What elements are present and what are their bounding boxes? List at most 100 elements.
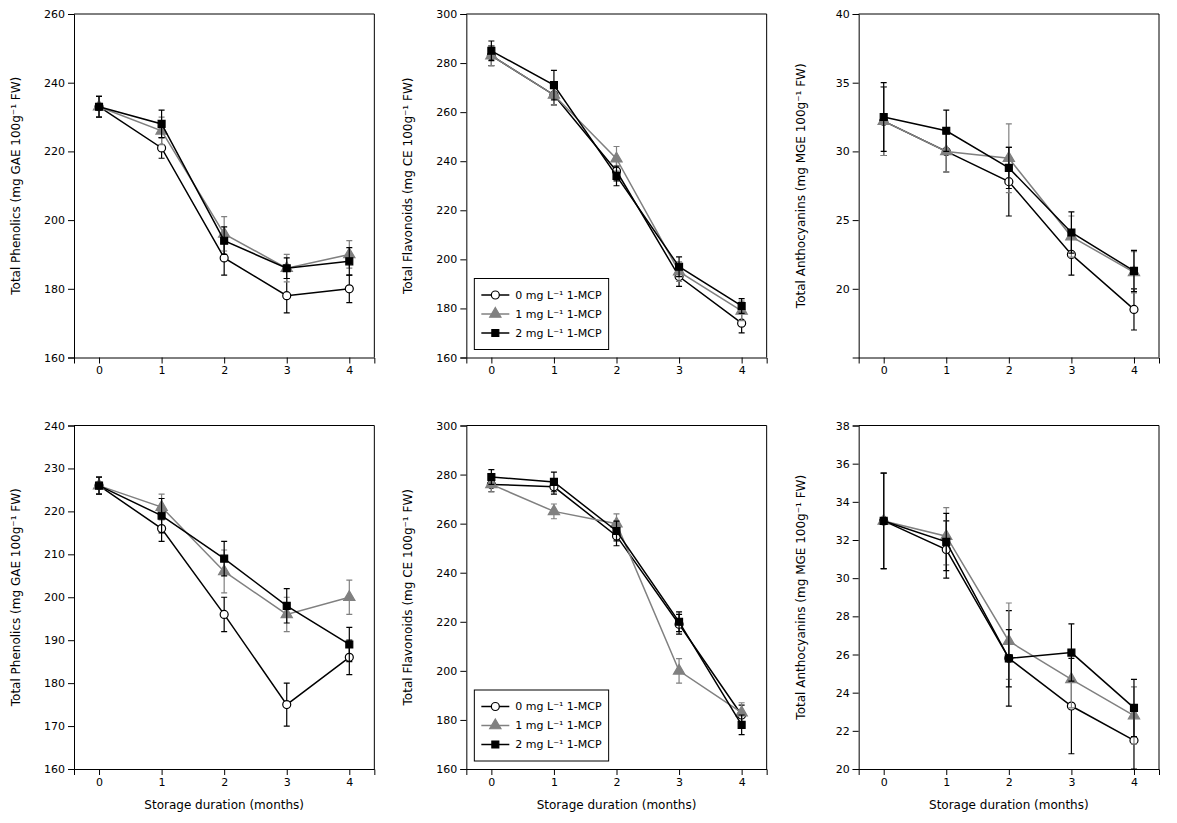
tick-mark (460, 475, 466, 476)
tick: 1 (159, 769, 166, 789)
tick-label: 1 (159, 364, 166, 377)
error-bar (1131, 679, 1137, 736)
tick-mark (679, 769, 680, 775)
tick: 4 (1131, 358, 1138, 378)
tick-mark (853, 14, 859, 15)
tick-label: 260 (44, 8, 65, 21)
series (880, 473, 1138, 769)
legend-marker (491, 291, 499, 299)
tick-mark (287, 358, 288, 364)
tick-label: 220 (436, 616, 457, 629)
tick: 24 (836, 687, 859, 700)
tick-mark (68, 468, 74, 469)
tick-mark (853, 655, 859, 656)
marker (613, 528, 620, 535)
tick: 4 (346, 769, 353, 789)
tick-mark (460, 358, 466, 359)
tick: 3 (1068, 358, 1075, 378)
tick-label: 1 (943, 776, 950, 789)
series-line (491, 477, 741, 725)
tick: 28 (836, 610, 859, 623)
tick-mark (617, 358, 618, 364)
tick: 2 (221, 769, 228, 789)
series-line (884, 521, 1134, 716)
tick: 30 (836, 145, 859, 158)
legend-frame (474, 279, 608, 350)
tick-label: 2 (1006, 364, 1013, 377)
error-bar (488, 470, 494, 485)
tick-label: 1 (159, 776, 166, 789)
tick-label: 35 (836, 77, 850, 90)
series (95, 477, 353, 726)
marker (283, 701, 291, 709)
tick-mark (491, 358, 492, 364)
series (487, 477, 745, 725)
error-bar (284, 254, 290, 281)
legend-entry: 0 mg L⁻¹ 1-MCP (481, 289, 602, 302)
tick-mark (853, 464, 859, 465)
error-bar (284, 278, 290, 312)
error-bar (614, 166, 620, 186)
tick-mark (349, 358, 350, 364)
error-bar (614, 521, 620, 541)
error-bar (676, 612, 682, 632)
series (96, 96, 353, 278)
marker (95, 103, 103, 111)
frame-line (74, 425, 374, 426)
y-axis-title: Total Anthocyanins (mg MGE 100g⁻¹ FW) (794, 475, 808, 721)
marker (158, 144, 166, 152)
tick: 160 (436, 352, 466, 365)
tick-label: 4 (1131, 364, 1138, 377)
tick-mark (853, 731, 859, 732)
tick-mark (68, 151, 74, 152)
tick: 2 (1006, 358, 1013, 378)
x-axis-title: Storage duration (months) (144, 798, 304, 812)
tick-label: 3 (284, 776, 291, 789)
marker (96, 482, 103, 489)
tick-label: 2 (221, 776, 228, 789)
tick-mark (853, 616, 859, 617)
tick-mark (68, 726, 74, 727)
y-axis-title: Total Phenolics (mg GAE 100g⁻¹ FW) (9, 77, 23, 296)
marker (95, 482, 103, 490)
tick-mark (742, 358, 743, 364)
tick: 22 (836, 725, 859, 738)
marker (880, 517, 887, 524)
tick: 200 (436, 253, 466, 266)
series (878, 87, 1140, 293)
error-bar (221, 541, 227, 575)
tick-mark (1134, 358, 1135, 364)
marker (550, 82, 557, 89)
series-line (884, 117, 1134, 271)
tick: 1 (159, 358, 166, 378)
error-bar (96, 96, 102, 117)
x-axis: 01234 (859, 358, 1159, 378)
tick-label: 1 (551, 364, 558, 377)
tick: 4 (739, 358, 746, 378)
tick-mark (68, 83, 74, 84)
tick: 160 (436, 763, 466, 776)
legend: 0 mg L⁻¹ 1-MCP1 mg L⁻¹ 1-MCP2 mg L⁻¹ 1-M… (474, 690, 608, 761)
frame-line (766, 426, 767, 770)
tick-label: 2 (1006, 776, 1013, 789)
x-axis-title: Storage duration (months) (929, 798, 1089, 812)
marker (1131, 704, 1138, 711)
panel: 01234160170180190200210220230240Total Ph… (9, 420, 375, 812)
marker (676, 263, 683, 270)
tick-mark (68, 640, 74, 641)
series-line (491, 484, 741, 712)
marker (346, 641, 353, 648)
tick: 300 (436, 8, 466, 21)
tick-mark (853, 151, 859, 152)
tick-mark (460, 524, 466, 525)
marker (548, 505, 559, 515)
y-axis: 160180200220240260280300 (436, 8, 467, 365)
tick-mark (884, 769, 885, 775)
y-axis: 160180200220240260 (44, 8, 75, 365)
tick-mark (460, 573, 466, 574)
frame-line (766, 14, 767, 358)
error-bar (96, 96, 102, 117)
tick-mark (1071, 358, 1072, 364)
error-bar (346, 248, 352, 275)
tick: 2 (614, 769, 621, 789)
